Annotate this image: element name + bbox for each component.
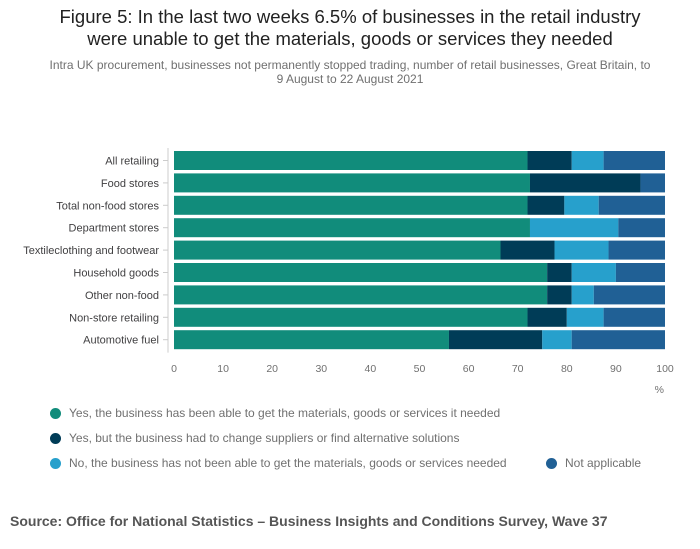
chart-subtitle-line-2: 9 August to 22 August 2021 [276,72,424,86]
x-tick-label: 100 [656,363,674,375]
chart-title: Figure 5: In the last two weeks 6.5% of … [0,6,700,50]
bar-segment-no [571,285,594,305]
bar-segment-yes [174,218,530,238]
category-label: All retailing [105,156,159,168]
x-tick-label: 80 [561,363,573,375]
chart-title-line-1: Figure 5: In the last two weeks 6.5% of … [59,6,641,27]
legend-swatch-changed [50,432,61,444]
bar-segment-yes [174,307,528,327]
bar-segment-yes [174,330,449,350]
source-note: Source: Office for National Statistics –… [10,513,608,529]
x-tick-label: 70 [512,363,524,375]
legend-item-yes: Yes, the business has been able to get t… [50,406,500,420]
legend-swatch-na [546,457,557,469]
bar-segment-changed [547,285,572,305]
bar-segment-no [542,330,572,350]
legend-swatch-yes [50,407,61,419]
bar-segment-yes [174,173,530,193]
legend-item-changed: Yes, but the business had to change supp… [50,431,459,445]
bar-segment-na [603,307,665,327]
bar-segment-no [554,240,609,260]
x-tick-label: 20 [266,363,278,375]
x-axis: 0 10 20 30 40 50 60 70 80 90 100% [163,148,674,396]
x-tick-label: 40 [365,363,377,375]
bar-segment-changed [500,240,555,260]
bar-segment-no [566,307,604,327]
category-labels: All retailing Food stores Total non-food s… [23,156,159,347]
x-tick-label: 30 [315,363,327,375]
bar-segment-yes [174,195,528,215]
category-label: Automotive fuel [83,335,159,347]
bar-segment-na [598,195,665,215]
bar-segment-na [615,263,665,282]
category-label: Textileclothing and footwear [23,245,159,257]
legend-item-no: No, the business has not been able to ge… [50,456,507,470]
bar-segment-yes [174,240,501,260]
bar-segment-no [564,195,599,215]
bar-segment-changed [448,330,543,350]
bar-segment-changed [527,195,565,215]
bar-segment-na [618,218,665,238]
bar-segment-changed [529,173,641,193]
chart-subtitle: Intra UK procurement, businesses not per… [20,58,680,86]
bar-segment-yes [174,151,528,170]
category-label: Food stores [101,178,160,190]
x-axis-label: % [655,384,664,396]
stacked-bar-chart: All retailing Food stores Total non-food s… [23,148,674,396]
legend-label-na: Not applicable [565,456,642,470]
bar-segment-na [640,173,665,193]
legend-swatch-no [50,457,61,469]
bar-segment-yes [174,285,548,305]
bar-segment-na [608,240,665,260]
bar-segment-changed [527,151,572,170]
legend-label-changed: Yes, but the business had to change supp… [69,431,460,445]
category-label: Total non-food stores [56,200,159,212]
legend-label-yes: Yes, the business has been able to get t… [69,406,501,420]
bar-segment-changed [527,307,567,327]
legend-label-no: No, the business has not been able to ge… [69,456,507,470]
category-label: Other non-food [85,290,159,302]
x-tick-label: 50 [414,363,426,375]
chart-subtitle-line-1: Intra UK procurement, businesses not per… [49,58,651,72]
x-tick-label: 10 [217,363,229,375]
x-tick-label: 90 [610,363,622,375]
chart-title-line-2: were unable to get the materials, goods … [87,28,613,49]
bar-segment-no [529,218,619,238]
bar-segment-na [593,285,665,305]
x-tick-label: 0 [171,363,177,375]
legend-item-na: Not applicable [546,456,641,470]
bar-segment-na [571,330,665,350]
category-label: Non-store retailing [69,312,159,324]
bar-segment-yes [174,263,548,282]
category-label: Household goods [73,268,159,280]
bar-segments [174,151,665,350]
category-label: Department stores [69,223,160,235]
bar-segment-no [571,263,616,282]
bar-segment-no [571,151,604,170]
bar-segment-na [603,151,665,170]
bar-segment-changed [547,263,572,282]
x-tick-label: 60 [463,363,475,375]
